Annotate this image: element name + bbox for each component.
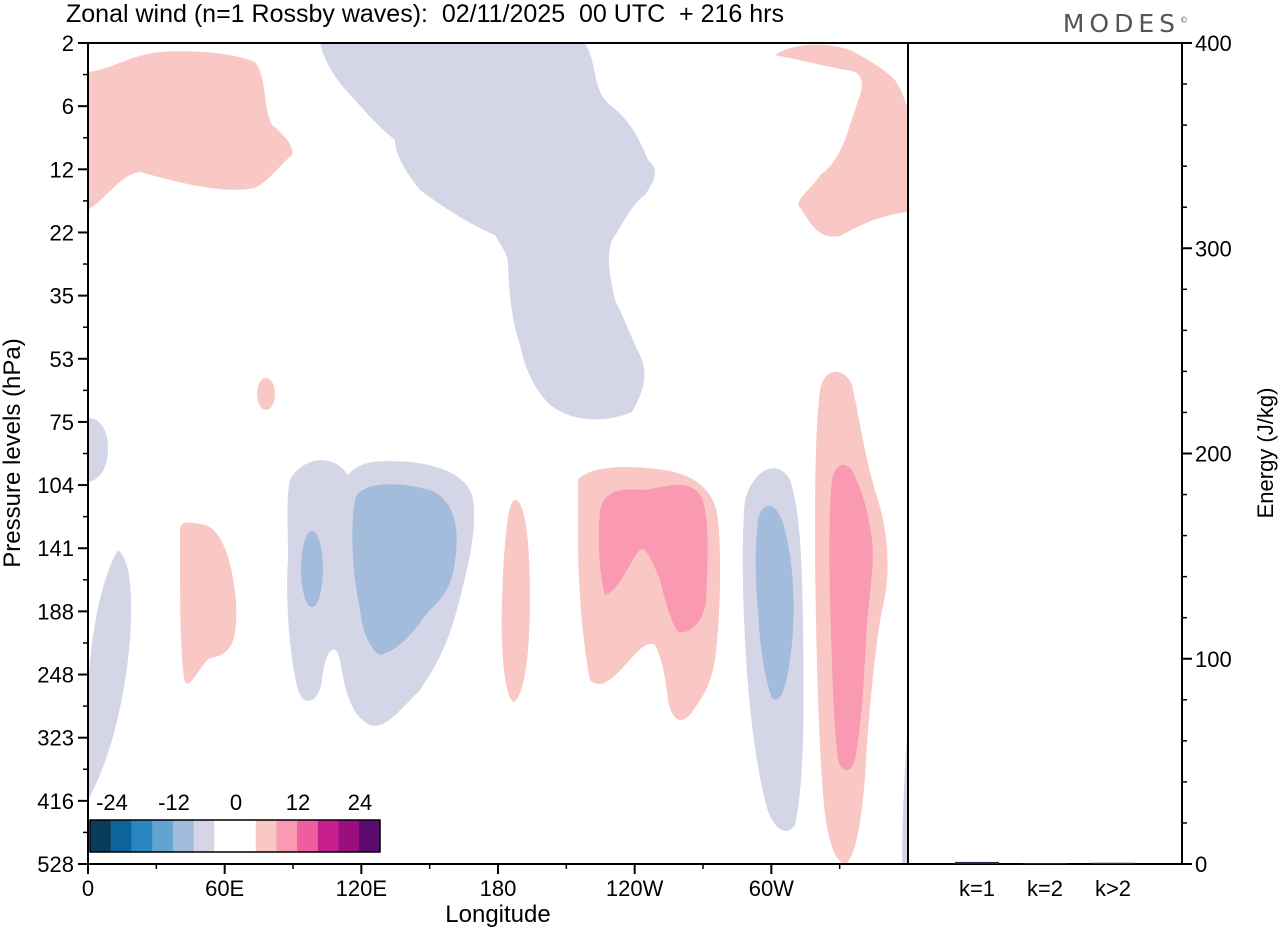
positive-anomaly-small-75 — [257, 378, 275, 410]
energy-bar — [1091, 862, 1135, 864]
colorbar-swatch — [338, 820, 360, 852]
energy-bars: k=1 k=2 k>2 — [955, 861, 1135, 901]
pressure-tick-label: 416 — [37, 789, 74, 814]
longitude-axis: 0 60E 120E 180 120W 60W — [82, 864, 841, 901]
colorbar-swatch — [255, 820, 277, 852]
longitude-tick-label: 60E — [205, 876, 244, 901]
energy-tick-label: 200 — [1195, 442, 1232, 467]
longitude-tick-label: 60W — [749, 876, 794, 901]
modes-logo: MODES© — [1062, 9, 1188, 38]
energy-bar — [1023, 863, 1067, 865]
colorbar-swatch — [214, 820, 236, 852]
colorbar-swatch — [276, 820, 298, 852]
energy-bar — [955, 861, 999, 864]
colorbar-label: 0 — [230, 790, 242, 815]
negative-anomaly-60w-core — [755, 506, 794, 700]
negative-anomaly-left-edge — [88, 418, 108, 482]
pressure-tick-label: 12 — [50, 157, 74, 182]
colorbar-swatch — [152, 820, 174, 852]
pressure-tick-label: 323 — [37, 726, 74, 751]
colorbar-swatch — [131, 820, 153, 852]
negative-anomaly-100e-core — [301, 531, 323, 607]
colorbar-swatch — [297, 820, 319, 852]
longitude-tick-label: 0 — [82, 876, 94, 901]
colorbar-label: -12 — [158, 790, 190, 815]
pressure-tick-label: 104 — [37, 473, 74, 498]
pressure-tick-label: 6 — [62, 94, 74, 119]
longitude-tick-label: 180 — [480, 876, 517, 901]
energy-tick-label: 400 — [1195, 31, 1232, 56]
energy-tick-label: 100 — [1195, 647, 1232, 672]
colorbar-swatch — [90, 820, 112, 852]
positive-anomaly-120w-core — [598, 485, 708, 633]
positive-anomaly-180 — [501, 500, 530, 702]
colorbar-swatch — [317, 820, 339, 852]
pressure-tick-label: 35 — [50, 284, 74, 309]
energy-category-label: k=1 — [959, 876, 995, 901]
pressure-tick-label: 2 — [62, 31, 74, 56]
colorbar-swatch — [193, 820, 215, 852]
negative-anomaly-120e-core — [352, 484, 457, 655]
pressure-tick-label: 22 — [50, 220, 74, 245]
energy-category-label: k=2 — [1027, 876, 1063, 901]
pressure-tick-label: 53 — [50, 347, 74, 372]
energy-axis-label: Energy (J/kg) — [1253, 388, 1278, 519]
colorbar-label: 24 — [348, 790, 372, 815]
energy-tick-label: 300 — [1195, 236, 1232, 261]
negative-anomaly-lower-left — [88, 550, 132, 800]
colorbar-label: -24 — [96, 790, 128, 815]
pressure-tick-label: 528 — [37, 852, 74, 877]
energy-plot-frame — [907, 42, 1183, 865]
pressure-tick-label: 188 — [37, 599, 74, 624]
pressure-axis: 2 6 12 22 35 53 75 104 141 188 248 323 416 528 — [37, 31, 88, 877]
longitude-tick-label: 120W — [606, 876, 664, 901]
positive-anomaly-40w-core — [829, 464, 873, 771]
positive-anomaly-70e — [180, 522, 237, 684]
y-axis-label: Pressure levels (hPa) — [0, 338, 26, 567]
chart-title: Zonal wind (n=1 Rossby waves): 02/11/202… — [66, 0, 784, 28]
negative-anomaly-right-edge — [902, 720, 908, 864]
energy-category-label: k>2 — [1095, 876, 1131, 901]
colorbar-swatch — [235, 820, 257, 852]
colorbar-swatch — [172, 820, 194, 852]
positive-anomaly-upper-east — [775, 44, 908, 237]
colorbar-swatch — [110, 820, 132, 852]
energy-axis: 0 100 200 300 400 — [1182, 31, 1232, 877]
pressure-tick-label: 248 — [37, 663, 74, 688]
energy-tick-label: 0 — [1195, 852, 1207, 877]
colorbar-swatch — [359, 820, 381, 852]
positive-anomaly-upper-west — [88, 51, 293, 210]
colorbar-frame — [89, 819, 381, 853]
pressure-tick-label: 75 — [50, 410, 74, 435]
x-axis-label: Longitude — [445, 901, 550, 928]
contour-field — [88, 43, 908, 864]
pressure-tick-label: 141 — [37, 536, 74, 561]
colorbar-label: 12 — [286, 790, 310, 815]
negative-anomaly-upper-dateline — [320, 43, 656, 420]
colorbar: -24 -12 0 12 24 — [89, 790, 381, 853]
longitude-tick-label: 120E — [336, 876, 387, 901]
